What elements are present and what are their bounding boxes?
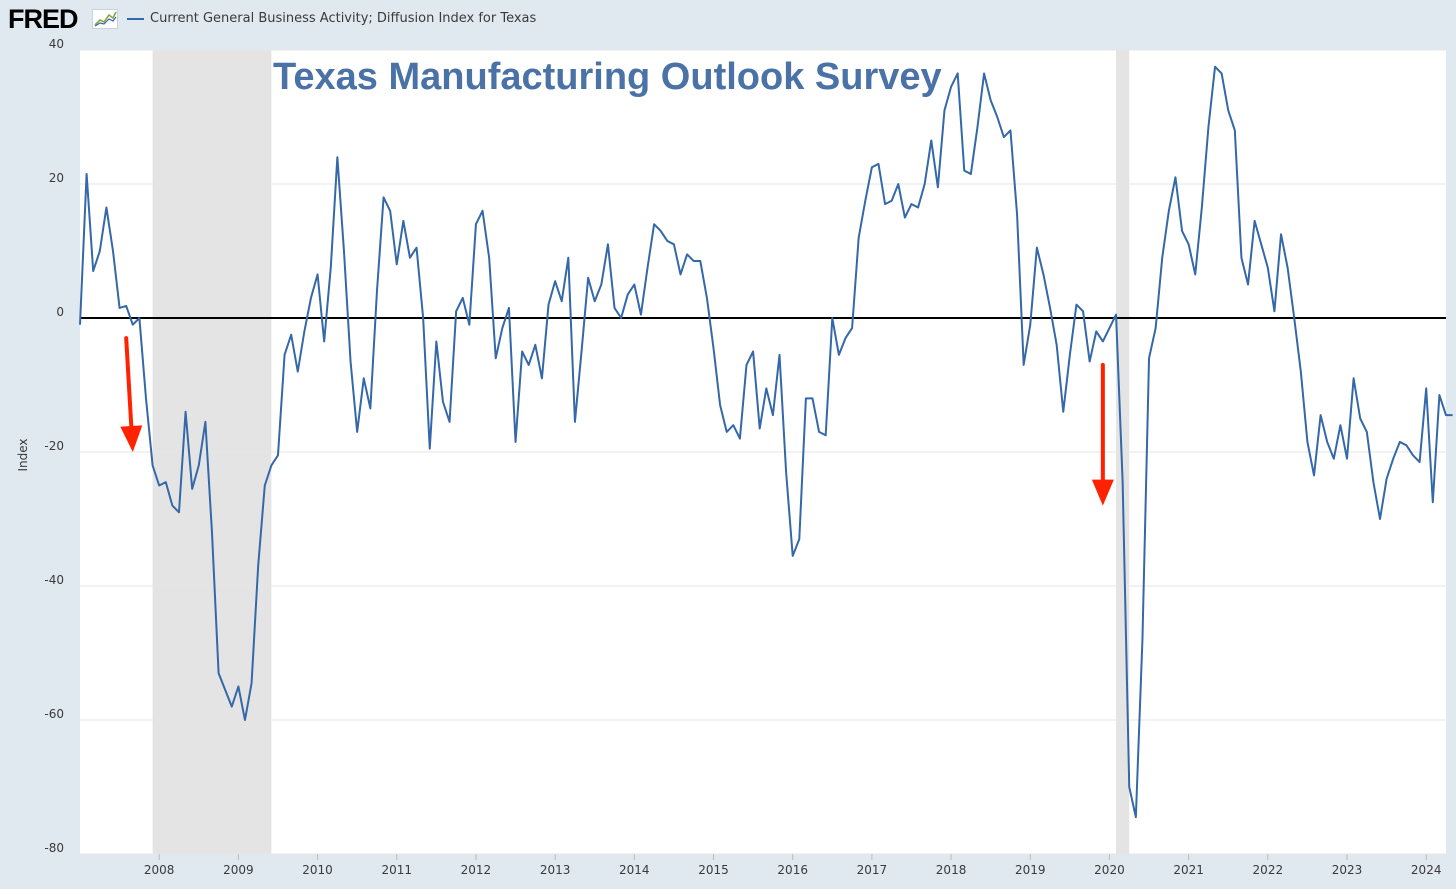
- y-tick-label: 0: [56, 305, 64, 319]
- legend-swatch: [127, 17, 144, 20]
- y-tick-label: -20: [44, 439, 64, 453]
- x-tick-label: 2014: [619, 863, 650, 877]
- mini-line-graph-icon: [92, 9, 118, 29]
- chart-title: Texas Manufacturing Outlook Survey: [273, 56, 942, 98]
- x-tick-label: 2016: [777, 863, 808, 877]
- red-down-arrow-icon: [120, 336, 143, 452]
- y-axis-ticks: 40 20 0 -20 -40 -60 -80: [44, 37, 64, 855]
- x-axis-ticks: 2008 2009 2010 2011 2012 2013 2014 2015 2016 2017…: [144, 854, 1442, 877]
- y-tick-label: -80: [44, 841, 64, 855]
- x-tick-label: 2011: [381, 863, 412, 877]
- chart-header: FRED Current General Business Activity; …: [0, 0, 1456, 40]
- x-tick-label: 2010: [302, 863, 333, 877]
- red-down-arrow-icon: [1091, 362, 1114, 506]
- series-line[interactable]: [79, 65, 1453, 819]
- x-tick-label: 2013: [540, 863, 571, 877]
- x-tick-label: 2019: [1015, 863, 1046, 877]
- legend-label: Current General Business Activity; Diffu…: [150, 11, 537, 26]
- x-tick-label: 2021: [1173, 863, 1204, 877]
- annotation-arrows: [120, 336, 1114, 506]
- x-tick-label: 2018: [936, 863, 967, 877]
- x-tick-label: 2023: [1332, 863, 1363, 877]
- y-tick-label: 40: [49, 37, 64, 51]
- gridlines: [80, 49, 1446, 855]
- x-tick-label: 2012: [461, 863, 492, 877]
- fred-logo[interactable]: FRED: [8, 4, 78, 34]
- x-tick-label: 2024: [1411, 863, 1442, 877]
- y-tick-label: -60: [44, 707, 64, 721]
- y-axis-label: Index: [16, 438, 30, 471]
- x-tick-label: 2017: [857, 863, 888, 877]
- x-tick-label: 2008: [144, 863, 175, 877]
- x-tick-label: 2009: [223, 863, 254, 877]
- x-tick-label: 2020: [1094, 863, 1125, 877]
- x-tick-label: 2022: [1253, 863, 1284, 877]
- y-tick-label: 20: [49, 171, 64, 185]
- y-tick-label: -40: [44, 573, 64, 587]
- x-tick-label: 2015: [698, 863, 729, 877]
- legend[interactable]: Current General Business Activity; Diffu…: [127, 11, 536, 26]
